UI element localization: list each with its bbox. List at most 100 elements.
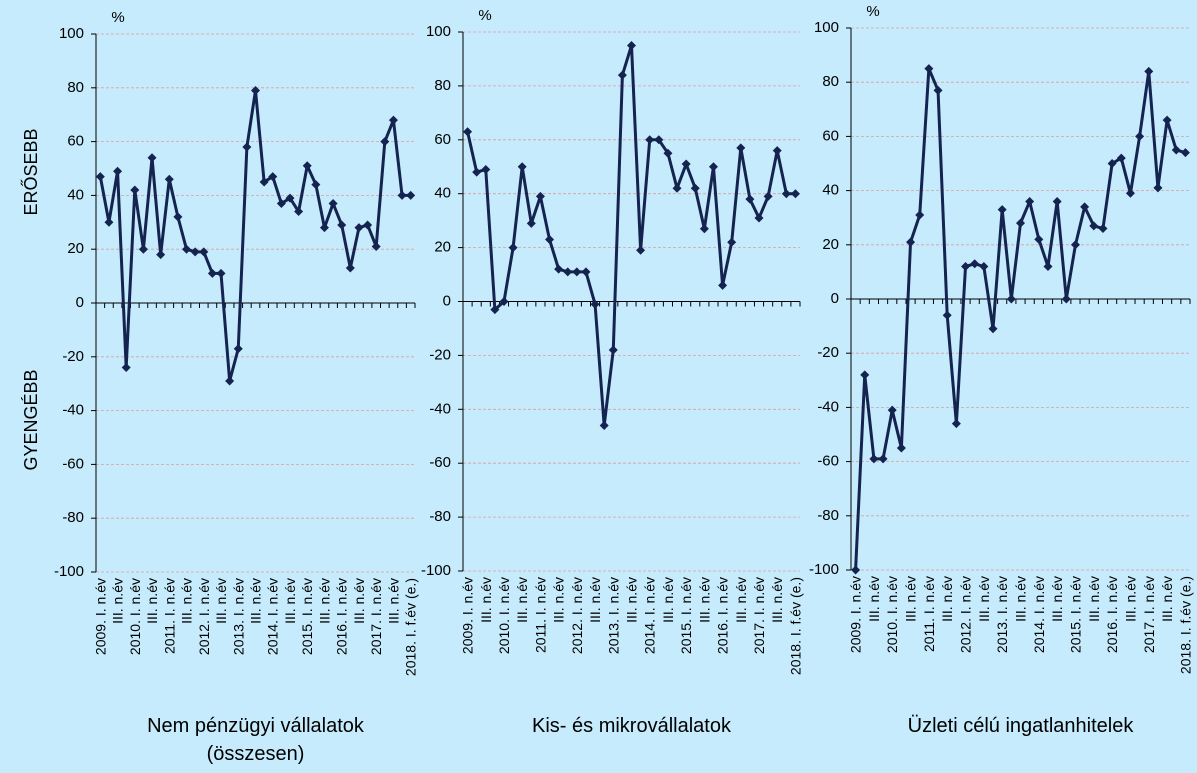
marker: [608, 345, 618, 355]
marker: [617, 70, 627, 80]
marker: [690, 183, 700, 193]
marker: [1098, 224, 1108, 234]
marker: [599, 420, 609, 430]
x-tick-label: III. n.év: [866, 576, 882, 622]
marker: [708, 162, 718, 172]
y-tick-label: 80: [822, 73, 839, 90]
x-tick-label: III. n.év: [551, 577, 567, 623]
x-tick-label: 2014. I. n.év: [642, 577, 658, 654]
marker: [1089, 221, 1099, 231]
marker: [763, 191, 773, 201]
x-tick-label: III. n.év: [903, 576, 919, 622]
marker: [406, 190, 416, 200]
marker: [699, 224, 709, 234]
side-label: ERŐSEBB: [20, 128, 41, 215]
y-tick-label: 100: [59, 25, 84, 42]
x-tick-label: 2014. I. n.év: [265, 578, 281, 655]
x-tick-label: 2009. I. n.év: [92, 578, 108, 655]
marker: [736, 143, 746, 153]
y-tick-label: 60: [434, 131, 451, 148]
x-tick-label: 2018. I. f.év (e.): [403, 578, 419, 676]
x-tick-label: III. n.év: [179, 578, 195, 624]
marker: [113, 166, 123, 176]
marker: [887, 405, 897, 415]
x-tick-label: 2015. I. n.év: [1067, 576, 1083, 653]
y-tick-label: 0: [76, 294, 84, 311]
marker: [216, 268, 226, 278]
x-tick-label: 2016. I. n.év: [715, 577, 731, 654]
line: [466, 43, 796, 427]
marker: [1043, 261, 1053, 271]
x-tick-label: III. n.év: [478, 577, 494, 623]
marker: [380, 137, 390, 147]
marker: [961, 261, 971, 271]
marker: [259, 177, 269, 187]
x-tick-label: III. n.év: [1086, 576, 1102, 622]
marker: [970, 259, 980, 269]
marker: [718, 280, 728, 290]
marker: [173, 212, 183, 222]
y-tick-label: -40: [429, 400, 451, 417]
y-tick-label: -20: [817, 344, 839, 361]
marker: [1135, 131, 1145, 141]
x-tick-label: III. n.év: [351, 578, 367, 624]
marker: [207, 268, 217, 278]
marker: [1144, 66, 1154, 76]
marker: [781, 189, 791, 199]
marker: [285, 193, 295, 203]
side-label: GYENGÉBB: [21, 369, 41, 470]
marker: [1061, 294, 1071, 304]
marker: [772, 146, 782, 156]
marker: [363, 220, 373, 230]
x-tick-label: 2009. I. n.év: [460, 577, 476, 654]
x-tick-label: III. n.év: [110, 578, 126, 624]
marker: [860, 370, 870, 380]
marker: [517, 162, 527, 172]
marker: [563, 267, 573, 277]
marker: [906, 237, 916, 247]
y-tick-label: -20: [62, 348, 84, 365]
marker: [328, 198, 338, 208]
x-tick-label: III. n.év: [248, 578, 264, 624]
y-tick-label: -40: [62, 402, 84, 419]
marker: [997, 205, 1007, 215]
x-tick-label: 2012. I. n.év: [569, 577, 585, 654]
marker: [1016, 218, 1025, 228]
marker: [988, 324, 998, 334]
x-tick-label: 2013. I. n.év: [994, 576, 1010, 653]
marker: [1162, 115, 1172, 125]
marker: [481, 164, 491, 174]
y-tick-label: 40: [822, 182, 839, 199]
y-tick-label: 60: [67, 133, 84, 150]
marker: [1153, 183, 1163, 193]
x-tick-label: III. n.év: [1049, 576, 1065, 622]
marker: [311, 180, 321, 190]
marker: [1006, 294, 1016, 304]
marker: [251, 85, 260, 95]
marker: [645, 135, 655, 145]
x-tick-label: III. n.év: [385, 578, 401, 624]
x-tick-label: III. n.év: [316, 578, 332, 624]
y-unit: %: [111, 9, 124, 26]
marker: [896, 443, 906, 453]
marker: [1025, 196, 1035, 206]
x-tick-label: 2012. I. n.év: [958, 576, 974, 653]
marker: [397, 190, 407, 200]
marker: [951, 419, 961, 429]
marker: [199, 247, 209, 257]
y-tick-label: -80: [817, 507, 839, 524]
marker: [302, 161, 312, 171]
marker: [754, 213, 764, 223]
y-tick-label: -60: [62, 455, 84, 472]
y-tick-label: 60: [822, 127, 839, 144]
marker: [147, 153, 157, 163]
marker: [225, 376, 235, 386]
y-unit: %: [866, 3, 879, 20]
y-tick-label: -40: [817, 398, 839, 415]
chart-title: Üzleti célú ingatlanhitelek: [907, 715, 1134, 737]
x-tick-label: III. n.év: [696, 577, 712, 623]
marker: [1116, 153, 1126, 163]
marker: [1180, 148, 1190, 158]
marker: [268, 172, 278, 182]
x-tick-label: III. n.év: [282, 578, 298, 624]
